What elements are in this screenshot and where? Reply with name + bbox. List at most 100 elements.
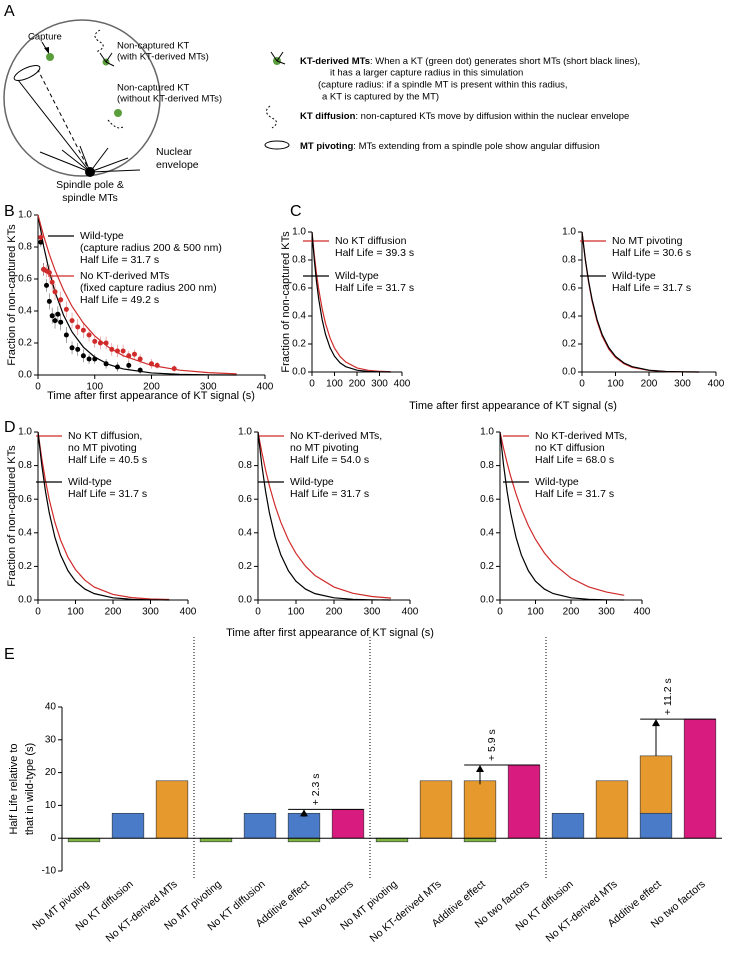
bar — [243, 812, 277, 839]
x-tick-label: 0 — [579, 379, 585, 390]
x-tick-label: 0 — [309, 379, 315, 390]
bar — [419, 780, 453, 839]
pole-label: Spindle pole & — [56, 179, 124, 191]
y-tick-label: 1.0 — [480, 427, 494, 438]
kt-without-label: (without KT-derived MTs) — [117, 94, 222, 105]
x-tick-label: 300 — [598, 607, 615, 618]
arrowhead — [44, 47, 49, 54]
legend-label: (capture radius 200 & 500 nm) — [80, 242, 222, 254]
data-point — [46, 270, 52, 276]
bar — [67, 837, 101, 843]
legend-text: it has a larger capture radius in this s… — [330, 68, 523, 79]
data-point — [131, 351, 137, 357]
legend-label: Half Life = 54.0 s — [290, 454, 369, 466]
bar — [595, 780, 629, 839]
pivot-ellipse — [13, 65, 41, 81]
y-tick-label: 0.8 — [18, 460, 32, 471]
y-tick-label: 40 — [45, 702, 57, 713]
legend-label: Wild-type — [535, 476, 579, 488]
data-point — [137, 356, 143, 362]
data-point — [63, 332, 69, 338]
legend-icon — [264, 51, 290, 150]
series-line — [37, 431, 170, 601]
envelope-label: envelope — [156, 159, 199, 171]
legend-label: Half Life = 40.5 s — [68, 454, 147, 466]
x-tick-label: 0 — [35, 607, 41, 618]
legend-desc: : MTs extending from a spindle pole show… — [353, 141, 599, 152]
data-point — [114, 348, 120, 354]
x-tick-label: 100 — [67, 607, 84, 618]
data-point — [69, 318, 75, 324]
legend-term: KT-derived MTs — [300, 56, 370, 67]
y-tick-label: 10 — [45, 800, 57, 811]
y-tick-label: 0 — [50, 833, 56, 844]
data-point — [38, 234, 44, 240]
y-tick-label: 0.6 — [18, 274, 32, 285]
y-tick-label: 0.2 — [562, 339, 576, 350]
x-tick-label: 200 — [143, 382, 160, 393]
bar — [463, 837, 497, 843]
y-tick-label: 1.0 — [292, 227, 306, 238]
data-point — [63, 306, 69, 312]
data-point — [92, 338, 98, 344]
annotation: + 2.3 s — [310, 774, 322, 806]
legend-label: Half Life = 31.7 s — [535, 488, 614, 500]
y-axis-label: Half Life relative to — [8, 743, 20, 834]
x-tick-label: 0 — [497, 607, 503, 618]
x-tick-label: 400 — [394, 379, 411, 390]
bar — [551, 812, 585, 839]
x-tick-label: 100 — [86, 382, 103, 393]
data-point — [58, 297, 64, 303]
bar — [287, 812, 321, 839]
bar — [683, 718, 717, 839]
legend-label: Half Life = 31.7 s — [335, 282, 414, 294]
arrowhead — [652, 719, 660, 727]
data-point — [52, 318, 58, 324]
x-tick-label: 300 — [200, 382, 217, 393]
y-tick-label: -10 — [42, 866, 57, 877]
x-tick-label: 0 — [35, 382, 41, 393]
y-tick-label: 1.0 — [18, 210, 32, 221]
legend-label: No KT diffusion, — [68, 430, 142, 442]
legend-text: (capture radius: if a spindle MT is pres… — [318, 80, 568, 91]
x-tick-label: 0 — [255, 607, 261, 618]
x-axis-label: Time after first appearance of KT signal… — [226, 627, 434, 639]
y-tick-label: 0.4 — [18, 527, 32, 538]
legend-label: no MT pivoting — [68, 442, 137, 454]
y-tick-label: 0.0 — [562, 367, 576, 378]
legend-text: MT pivoting: MTs extending from a spindl… — [300, 141, 600, 152]
panel-label: C — [290, 203, 302, 220]
series-line — [499, 431, 625, 601]
legend-label: Half Life = 31.7 s — [80, 254, 159, 266]
legend-label: Wild-type — [612, 270, 656, 282]
series-line — [581, 231, 700, 373]
data-point — [49, 279, 55, 285]
x-tick-label: 200 — [349, 379, 366, 390]
legend-label: Wild-type — [335, 270, 379, 282]
y-tick-label: 0.6 — [480, 494, 494, 505]
data-point — [137, 367, 143, 373]
x-tick-label: 400 — [634, 607, 651, 618]
y-tick-label: 0.2 — [18, 338, 32, 349]
data-point — [97, 340, 103, 346]
x-tick-label: 400 — [708, 379, 725, 390]
series-line — [499, 431, 625, 596]
x-tick-label: 200 — [641, 379, 658, 390]
y-tick-label: 0.0 — [480, 595, 494, 606]
panel-label: B — [4, 203, 15, 220]
legend-label: Half Life = 30.6 s — [612, 247, 691, 259]
legend-label: Wild-type — [290, 476, 334, 488]
data-point — [75, 346, 81, 352]
y-tick-label: 0.6 — [562, 283, 576, 294]
y-tick-label: 30 — [45, 734, 57, 745]
y-tick-label: 0.8 — [292, 255, 306, 266]
x-tick-label: 200 — [326, 607, 343, 618]
y-tick-label: 0.6 — [238, 494, 252, 505]
x-tick-label: 300 — [142, 607, 159, 618]
x-tick-label: 300 — [364, 607, 381, 618]
data-point — [103, 361, 109, 367]
data-point — [171, 366, 177, 372]
y-tick-label: 0.4 — [562, 311, 576, 322]
x-axis-label: Time after first appearance of KT signal… — [47, 390, 255, 402]
